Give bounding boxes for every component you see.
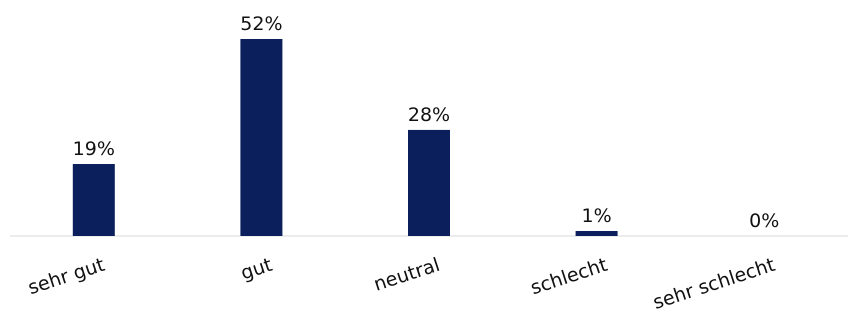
bar-sehr-gut: [72, 164, 115, 236]
bars-group: [72, 39, 618, 236]
value-label-neutral: 28%: [408, 104, 450, 126]
value-labels-group: 19% 52% 28% 1% 0%: [73, 13, 780, 232]
bar-neutral: [408, 129, 450, 236]
category-label-neutral: neutral: [371, 254, 442, 296]
value-label-schlecht: 1%: [582, 205, 612, 227]
category-label-gut: gut: [238, 254, 275, 285]
bar-gut: [240, 39, 283, 236]
bar-schlecht: [575, 231, 618, 236]
value-label-gut: 52%: [240, 13, 282, 35]
category-label-sehr-schlecht: sehr schlecht: [650, 254, 777, 314]
category-labels-group: sehr gut gut neutral schlecht sehr schlecht: [25, 254, 777, 314]
category-label-sehr-gut: sehr gut: [25, 254, 107, 299]
category-label-schlecht: schlecht: [528, 254, 610, 299]
value-label-sehr-schlecht: 0%: [749, 210, 779, 232]
value-label-sehr-gut: 19%: [73, 138, 115, 160]
